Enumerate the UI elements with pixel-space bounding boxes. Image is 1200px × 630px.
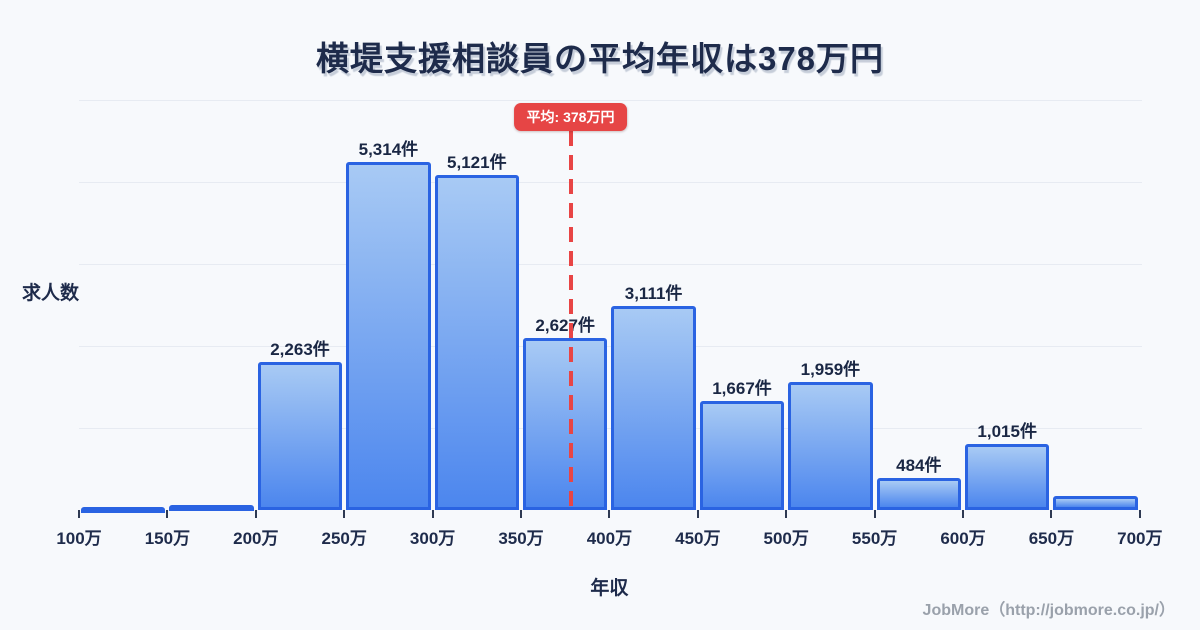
histogram-bar [1053, 496, 1138, 510]
histogram-bar [434, 175, 519, 510]
y-axis-label: 求人数 [22, 283, 80, 304]
x-axis-tick [873, 510, 876, 518]
x-axis-tick [254, 510, 257, 518]
x-axis-tick-label: 500万 [763, 529, 809, 548]
bar-value-label: 5,314件 [358, 140, 419, 159]
x-axis-tick-label: 650万 [1028, 529, 1075, 548]
bar-value-label: 1,015件 [977, 422, 1037, 441]
histogram-bar [699, 401, 785, 510]
gridline [79, 100, 1142, 101]
x-axis-tick-label: 300万 [409, 529, 456, 548]
x-axis-tick-label: 550万 [851, 529, 898, 548]
x-axis-tick [696, 510, 699, 518]
x-axis-tick [343, 510, 346, 518]
x-axis-tick-label: 400万 [586, 529, 633, 548]
x-axis-tick [520, 510, 522, 518]
gridline [79, 264, 1142, 265]
x-axis-label: 年収 [590, 578, 629, 599]
x-axis-tick [962, 510, 964, 518]
gridline [79, 428, 1142, 429]
x-axis-tick-label: 450万 [675, 529, 721, 548]
gridline [79, 182, 1142, 183]
x-axis-tick-label: 600万 [940, 529, 986, 548]
histogram-bar [257, 362, 343, 510]
x-axis-tick-label: 100万 [56, 529, 102, 548]
bar-value-label: 1,959件 [800, 360, 861, 379]
bar-value-label: 3,111件 [624, 284, 683, 303]
histogram-bar [523, 338, 608, 510]
histogram-bar [81, 507, 166, 513]
x-axis-tick [1050, 510, 1053, 518]
x-axis-tick [431, 510, 434, 518]
bar-value-label: 5,121件 [447, 153, 507, 172]
bar-value-label: 2,627件 [535, 316, 595, 335]
footer-credit: JobMore（http://jobmore.co.jp/） [922, 602, 1175, 619]
histogram-bar [965, 444, 1050, 510]
x-axis-tick-label: 150万 [144, 529, 191, 548]
average-line [568, 131, 573, 510]
bar-value-label: 1,667件 [712, 379, 772, 398]
histogram-bar [169, 505, 254, 511]
bar-value-label: 2,263件 [270, 340, 330, 359]
x-axis-tick-label: 250万 [321, 529, 367, 548]
histogram-bar [346, 162, 431, 510]
x-axis-tick [1138, 510, 1141, 518]
x-axis-tick [785, 510, 788, 518]
average-badge: 平均: 378万円 [513, 103, 628, 131]
bar-value-label: 484件 [896, 456, 942, 475]
x-axis-tick-label: 350万 [498, 529, 544, 548]
page-title: 横堤支援相談員の平均年収は378万円 [315, 40, 885, 77]
gridline [79, 346, 1142, 347]
x-axis-tick [78, 510, 80, 518]
x-axis-tick-label: 200万 [233, 529, 279, 548]
histogram-bar [611, 306, 696, 510]
x-axis-tick [608, 510, 611, 518]
x-axis-tick-label: 700万 [1117, 529, 1163, 548]
histogram-bar [876, 478, 961, 510]
histogram-bar [788, 382, 873, 510]
x-axis-tick [166, 510, 169, 518]
